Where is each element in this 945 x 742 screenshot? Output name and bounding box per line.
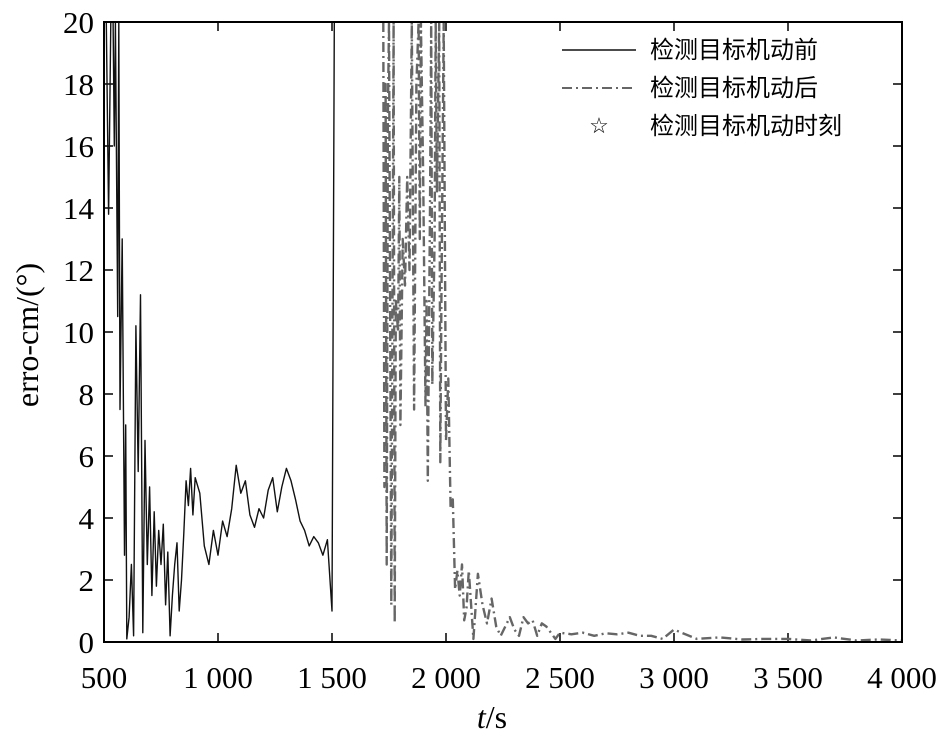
y-tick-label: 10 (63, 315, 94, 350)
y-tick-label: 14 (63, 191, 95, 226)
plot-frame (103, 21, 903, 643)
x-tick-label: 3 000 (639, 660, 709, 695)
x-tick-label: 3 500 (753, 660, 823, 695)
legend-label-moment: 检测目标机动时刻 (650, 112, 842, 140)
legend: 检测目标机动前 检测目标机动后 ☆ 检测目标机动时刻 (562, 36, 842, 140)
x-tick-label: 2 000 (411, 660, 481, 695)
legend-label-after: 检测目标机动后 (650, 74, 818, 102)
legend-label-before: 检测目标机动前 (650, 36, 818, 64)
y-tick-label: 12 (63, 253, 94, 288)
series-line-before (105, 22, 338, 640)
x-tick-labels: 500 1 000 1 500 2 000 2 500 3 000 3 500 4 000 (81, 660, 937, 695)
y-axis-label: erro-cm/(°) (9, 263, 45, 407)
y-tick-label: 6 (79, 439, 95, 474)
x-tick-label: 1 500 (297, 660, 367, 695)
series-line-after (382, 22, 902, 642)
y-tick-label: 2 (79, 563, 95, 598)
y-tick-label: 18 (63, 67, 94, 102)
y-tick-label: 16 (63, 129, 94, 164)
series-layer (105, 22, 902, 642)
y-tick-label: 0 (79, 625, 95, 660)
y-tick-label: 20 (63, 5, 94, 40)
legend-star-icon: ☆ (589, 113, 609, 138)
x-tick-label: 1 000 (183, 660, 253, 695)
x-axis-label: t/s (477, 699, 507, 735)
x-tick-label: 4 000 (867, 660, 937, 695)
x-tick-label: 500 (81, 660, 128, 695)
y-tick-label: 8 (79, 377, 95, 412)
x-tick-label: 2 500 (525, 660, 595, 695)
y-tick-label: 4 (79, 501, 95, 536)
y-tick-labels: 0 2 4 6 8 10 12 14 16 18 20 (63, 5, 95, 660)
